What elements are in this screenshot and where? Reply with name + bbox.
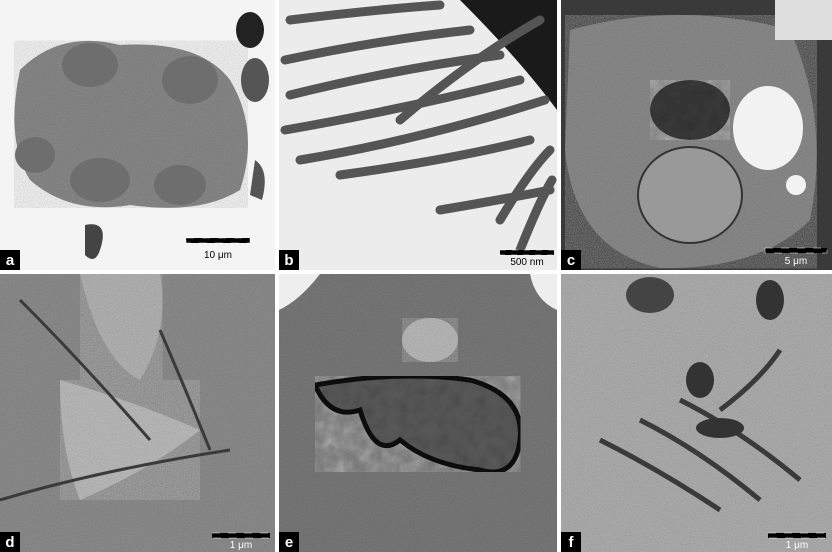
panel-label: d: [5, 534, 14, 551]
scale-bars: 10 μm 500 nm 5 μm 1 μm 1 μm: [185, 237, 828, 551]
scale-bar-label: 10 μm: [204, 250, 232, 261]
panel-label: f: [569, 534, 575, 551]
panel-f: [561, 274, 832, 552]
panel-d: [0, 274, 275, 552]
panel-label: a: [6, 252, 15, 269]
scale-bar-label: 1 μm: [230, 540, 252, 551]
panel-label: c: [567, 252, 575, 269]
panel-a: [0, 0, 275, 270]
panel-b: [279, 0, 557, 270]
scale-bar-label: 5 μm: [785, 256, 807, 267]
panel-label: e: [285, 534, 293, 551]
panel-e: [279, 274, 557, 552]
panel-label: b: [284, 252, 293, 269]
scale-bar-label: 500 nm: [510, 257, 543, 268]
panel-c: [561, 0, 832, 270]
panel-labels: a b c d e f: [0, 250, 581, 552]
scale-bar-label: 1 μm: [786, 540, 808, 551]
